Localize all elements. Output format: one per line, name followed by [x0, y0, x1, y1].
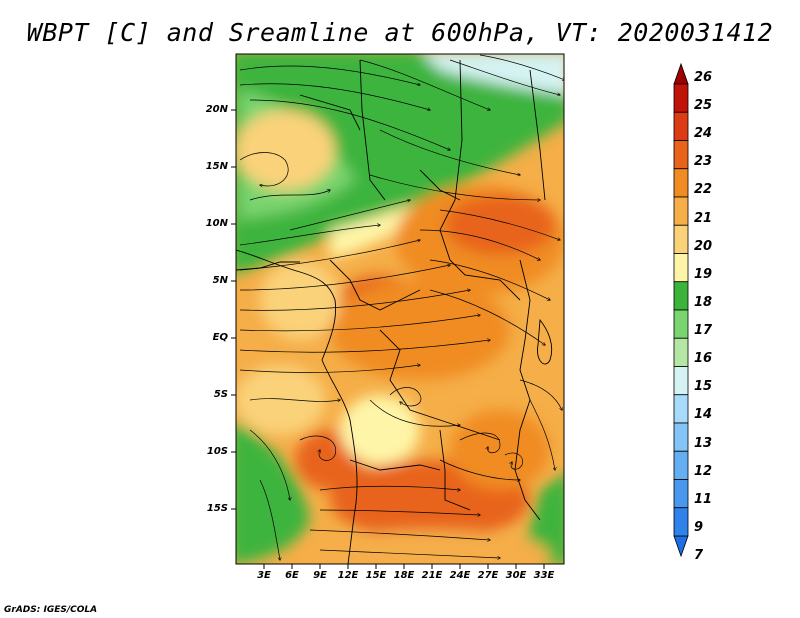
- colorbar-label: 13: [694, 435, 713, 451]
- colorbar-box: [673, 366, 689, 396]
- lon-label-24e: 24E: [449, 570, 471, 581]
- lon-label-30e: 30E: [505, 570, 527, 581]
- lon-label-12e: 12E: [337, 570, 359, 581]
- lat-label-10n: 10N: [205, 218, 228, 229]
- colorbar-label: 19: [694, 266, 713, 282]
- colorbar-box: [673, 140, 689, 170]
- colorbar-label: 12: [694, 463, 713, 479]
- colorbar-label: 24: [694, 126, 713, 142]
- colorbar-label: 25: [694, 98, 713, 114]
- boundaries: [236, 59, 553, 564]
- lon-label-33e: 33E: [533, 570, 555, 581]
- lon-label-15e: 15E: [365, 570, 387, 581]
- colorbar-box: [673, 507, 689, 537]
- lon-label-9e: 9E: [313, 570, 327, 581]
- colorbar-box: [673, 450, 689, 480]
- footer-credit: GrADS: IGES/COLA: [4, 605, 98, 615]
- lon-label-21e: 21E: [421, 570, 443, 581]
- colorbar-box: [673, 394, 689, 424]
- colorbar-label: 9: [694, 519, 704, 535]
- lon-label-18e: 18E: [393, 570, 415, 581]
- colorbar-box: [673, 253, 689, 283]
- lat-label-10s: 10S: [206, 446, 228, 457]
- colorbar-box: [673, 281, 689, 311]
- colorbar-box: [673, 309, 689, 339]
- colorbar-box: [673, 422, 689, 452]
- colorbar-label: 18: [694, 294, 713, 310]
- colorbar-top-arrow: [673, 62, 689, 85]
- colorbar-box: [673, 168, 689, 198]
- colorbar-bottom-arrow: [673, 535, 689, 558]
- lat-label-15s: 15S: [206, 503, 228, 514]
- lat-label-20n: 20N: [205, 104, 228, 115]
- lat-label-15n: 15N: [205, 161, 228, 172]
- lon-ticks: [263, 564, 545, 569]
- lat-label-5n: 5N: [212, 275, 228, 286]
- colorbar-label: 21: [694, 210, 713, 226]
- lat-label-eq: EQ: [212, 332, 228, 343]
- lon-label-3e: 3E: [257, 570, 271, 581]
- colorbar-label: 22: [694, 182, 713, 198]
- colorbar-box: [673, 196, 689, 226]
- colorbar-label: 20: [694, 238, 713, 254]
- colorbar-label: 11: [694, 491, 713, 507]
- colorbar-label: 14: [694, 407, 713, 423]
- plot-frame: [235, 53, 565, 565]
- colorbar: [673, 62, 689, 558]
- colorbar-label: 16: [694, 351, 713, 367]
- map-title: WBPT [C] and Sreamline at 600hPa, VT: 20…: [26, 18, 774, 47]
- colorbar-label: 17: [694, 323, 713, 339]
- lat-ticks: [231, 109, 236, 510]
- lat-label-5s: 5S: [213, 389, 228, 400]
- colorbar-box: [673, 83, 689, 113]
- colorbar-label: 15: [694, 379, 713, 395]
- colorbar-label: 7: [694, 548, 704, 563]
- colorbar-box: [673, 111, 689, 141]
- colorbar-label: 23: [694, 154, 713, 170]
- colorbar-box: [673, 337, 689, 367]
- colorbar-box: [673, 479, 689, 509]
- colorbar-box: [673, 224, 689, 254]
- lon-label-27e: 27E: [477, 570, 499, 581]
- wbpt-field: [236, 54, 564, 564]
- colorbar-label: 26: [694, 70, 713, 85]
- streamlines: [239, 54, 564, 560]
- lon-label-6e: 6E: [285, 570, 299, 581]
